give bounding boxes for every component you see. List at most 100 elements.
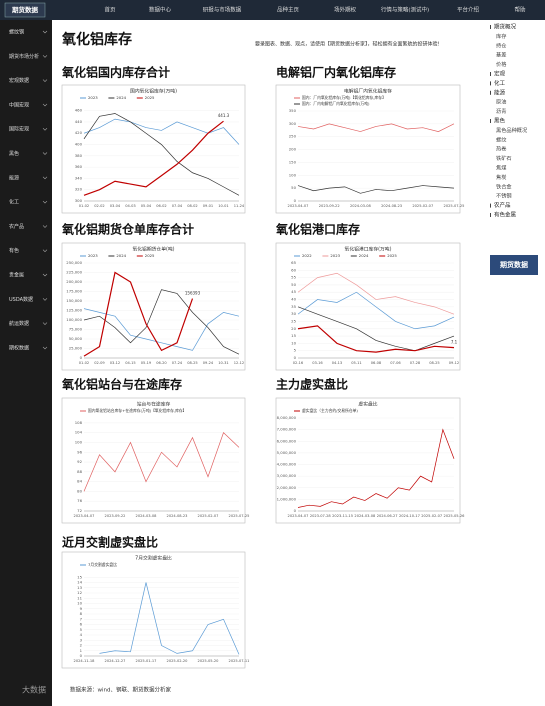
x-tick-label: 10-31 <box>218 361 228 365</box>
top-nav-item[interactable]: 研报与市场数据 <box>203 6 242 14</box>
y-tick-label: 150,000 <box>66 298 82 303</box>
y-tick-label: 25 <box>291 318 296 323</box>
y-tick-label: 13 <box>77 585 82 590</box>
sidebar-item[interactable]: 中国宏观 <box>9 101 29 108</box>
right-nav-group[interactable]: 宏观 <box>494 70 506 78</box>
y-tick-label: 300 <box>75 198 83 203</box>
y-tick-label: 96 <box>77 449 82 454</box>
x-tick-label: 2023-09-22 <box>105 514 126 518</box>
value-label: 441.3 <box>218 113 230 118</box>
series-line <box>297 428 455 508</box>
right-nav-group[interactable]: 能源 <box>494 88 506 96</box>
right-nav-item[interactable]: 螺纹 <box>496 135 507 143</box>
top-nav-item[interactable]: 平台介绍 <box>457 6 480 14</box>
y-tick-label: 300 <box>289 121 297 126</box>
right-nav-item[interactable]: 铁合金 <box>496 182 512 190</box>
logo: 期货数据 <box>12 5 39 14</box>
group-marker <box>490 81 491 86</box>
right-nav-group[interactable]: 有色金属 <box>494 211 516 219</box>
section-title: 电解铝厂内氧化铝库存 <box>276 65 396 80</box>
series-line <box>83 308 240 351</box>
y-tick-label: 10 <box>291 340 296 345</box>
right-nav-group[interactable]: 化工 <box>494 79 506 87</box>
sidebar-item[interactable]: 航运数据 <box>9 320 29 327</box>
group-marker <box>490 119 491 123</box>
y-tick-label: 12 <box>77 590 82 595</box>
y-tick-label: 4 <box>80 632 83 637</box>
sidebar-item[interactable]: 贵金属 <box>9 272 24 279</box>
sidebar-item[interactable]: 化工 <box>9 199 19 206</box>
sidebar-item[interactable]: 螺纹钢 <box>9 29 24 36</box>
x-tick-label: 07-28 <box>410 361 421 365</box>
right-nav-group[interactable]: 农产品 <box>494 201 511 209</box>
series-line <box>83 118 240 145</box>
y-tick-label: 125,000 <box>66 308 82 313</box>
group-marker <box>490 203 491 208</box>
section-title: 氧化铝港口库存 <box>275 222 360 237</box>
right-nav-item[interactable]: 沥青 <box>496 107 506 115</box>
right-nav-item[interactable]: 持仓 <box>496 41 507 49</box>
top-nav-item[interactable]: 场外期权 <box>334 6 357 14</box>
x-tick-label: 2023-11-15 <box>332 514 353 518</box>
chevron <box>42 298 48 301</box>
y-tick-label: 35 <box>291 304 296 309</box>
right-nav-group[interactable]: 期货概况 <box>494 23 517 31</box>
right-nav-item[interactable]: 库存 <box>496 32 506 40</box>
x-tick-label: 06-08 <box>371 361 382 365</box>
right-nav-item[interactable]: 焦煤 <box>496 164 506 172</box>
chart-title: 国内氧化铝库存(万吨) <box>130 88 177 95</box>
top-nav-item[interactable]: 数据中心 <box>149 6 172 14</box>
y-tick-label: 4,000,000 <box>277 462 297 467</box>
legend-label: 2022 <box>302 253 312 258</box>
right-nav-item[interactable]: 原油 <box>496 98 506 106</box>
y-tick-label: 1 <box>80 648 83 653</box>
y-tick-label: 50 <box>291 282 296 287</box>
y-tick-label: 76 <box>77 498 82 503</box>
sidebar-item[interactable]: 农产品 <box>9 223 24 230</box>
sidebar-item[interactable]: 有色 <box>9 247 19 254</box>
sidebar-item[interactable]: 期货市场分析 <box>9 53 39 60</box>
sidebar-item[interactable]: 黑色 <box>9 150 19 157</box>
legend-label: 2024 <box>116 95 126 100</box>
top-nav-item[interactable]: 行情与策略(测试中) <box>381 6 429 14</box>
y-tick-label: 45 <box>291 289 296 294</box>
right-nav-item[interactable]: 基差 <box>496 51 506 59</box>
top-nav-item[interactable]: 首页 <box>104 6 116 14</box>
top-nav-item[interactable]: 品种主页 <box>277 6 300 14</box>
right-nav-item[interactable]: 焦炭 <box>496 173 506 181</box>
right-nav-item[interactable]: 不锈钢 <box>496 192 512 200</box>
y-tick-label: 0 <box>294 355 297 360</box>
legend-label: 2023 <box>330 253 340 258</box>
y-tick-label: 8,000,000 <box>277 415 297 420</box>
right-nav-item[interactable]: 黑色品种概况 <box>496 126 528 134</box>
sidebar-item[interactable]: USDA数据 <box>9 296 33 303</box>
legend-label: 2024 <box>359 253 369 258</box>
y-tick-label: 72 <box>77 508 82 513</box>
y-tick-label: 80 <box>77 488 82 493</box>
x-tick-label: 01-02 <box>79 361 89 365</box>
y-tick-label: 9 <box>80 606 83 611</box>
top-nav-item[interactable]: 帮助 <box>514 6 526 14</box>
right-nav-group[interactable]: 黑色 <box>494 117 506 125</box>
y-tick-label: 3 <box>80 637 83 642</box>
x-tick-label: 06-02 <box>156 204 166 208</box>
chevron <box>42 346 48 350</box>
sidebar-item[interactable]: 国际宏观 <box>9 126 29 133</box>
right-nav-item[interactable]: 铁矿石 <box>496 154 512 162</box>
chart-title: 氧化铝期货仓单(吨) <box>132 246 174 253</box>
group-marker <box>490 213 491 217</box>
series-line <box>297 325 455 353</box>
x-tick-label: 03-12 <box>110 361 120 365</box>
sidebar-item[interactable]: 宏观数据 <box>9 77 29 84</box>
x-tick-label: 2023-09-22 <box>319 204 340 208</box>
x-tick-label: 2024-06-27 <box>377 514 398 518</box>
right-nav-item[interactable]: 热卷 <box>496 145 507 153</box>
y-tick-label: 250 <box>289 134 297 139</box>
x-tick-label: 04-03 <box>125 204 135 208</box>
chart-frame <box>61 551 246 669</box>
right-nav-item[interactable]: 价格 <box>496 60 507 68</box>
chart-frame <box>61 242 246 371</box>
x-tick-label: 09-24 <box>203 361 214 365</box>
sidebar-item[interactable]: 期权数据 <box>9 344 29 351</box>
sidebar-item[interactable]: 能源 <box>9 174 19 181</box>
